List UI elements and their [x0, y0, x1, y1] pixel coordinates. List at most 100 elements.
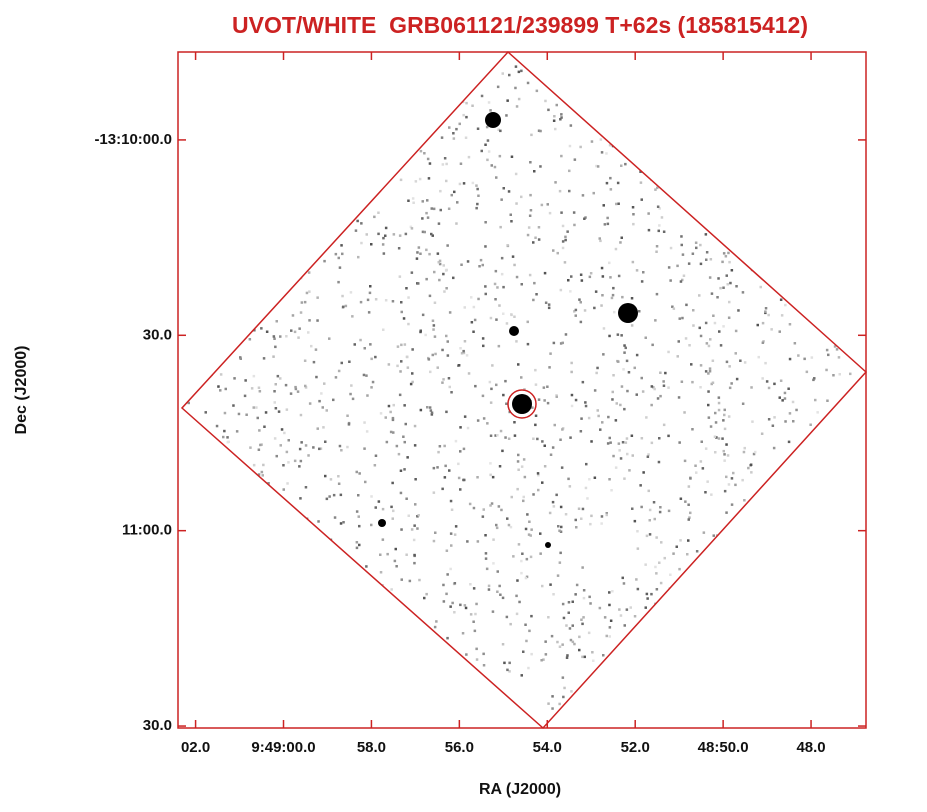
noise-pixel — [741, 291, 745, 294]
noise-pixel — [805, 110, 808, 113]
noise-pixel — [633, 649, 637, 652]
noise-pixel — [667, 434, 670, 438]
noise-pixel — [445, 334, 448, 338]
noise-pixel — [830, 710, 833, 714]
noise-pixel — [301, 559, 305, 562]
noise-pixel — [467, 372, 471, 375]
noise-pixel — [599, 138, 603, 141]
noise-pixel — [267, 482, 270, 485]
noise-pixel — [793, 342, 797, 345]
noise-pixel — [469, 613, 473, 616]
noise-pixel — [813, 377, 816, 380]
noise-pixel — [582, 589, 586, 592]
noise-pixel — [757, 355, 760, 359]
noise-pixel — [403, 404, 406, 407]
noise-pixel — [805, 238, 808, 241]
noise-pixel — [848, 127, 852, 131]
noise-pixel — [340, 361, 343, 365]
noise-pixel — [392, 233, 396, 236]
noise-pixel — [709, 425, 713, 428]
noise-pixel — [274, 345, 277, 349]
noise-pixel — [391, 517, 394, 520]
noise-pixel — [537, 488, 540, 492]
noise-pixel — [788, 323, 792, 326]
noise-pixel — [223, 429, 226, 433]
noise-pixel — [659, 95, 663, 98]
noise-pixel — [778, 330, 781, 333]
noise-pixel — [544, 640, 547, 643]
noise-pixel — [687, 485, 691, 488]
noise-pixel — [849, 511, 852, 514]
noise-pixel — [445, 287, 448, 290]
noise-pixel — [273, 390, 276, 393]
noise-pixel — [204, 411, 207, 414]
noise-pixel — [592, 701, 596, 705]
noise-pixel — [250, 521, 254, 525]
noise-pixel — [259, 443, 262, 447]
noise-pixel — [349, 291, 353, 294]
noise-pixel — [213, 611, 217, 615]
noise-pixel — [433, 301, 437, 304]
noise-pixel — [610, 655, 613, 659]
noise-pixel — [272, 669, 276, 672]
noise-pixel — [614, 247, 618, 251]
noise-pixel — [544, 301, 548, 304]
noise-pixel — [390, 680, 394, 683]
noise-pixel — [445, 410, 448, 414]
noise-pixel — [787, 516, 790, 519]
noise-pixel — [365, 374, 368, 377]
noise-pixel — [398, 275, 402, 278]
noise-pixel — [449, 605, 452, 608]
noise-pixel — [651, 343, 654, 347]
noise-pixel — [503, 661, 506, 665]
noise-pixel — [347, 423, 351, 426]
noise-pixel — [427, 705, 430, 708]
noise-pixel — [598, 89, 602, 92]
noise-pixel — [716, 550, 720, 553]
noise-pixel — [743, 499, 746, 502]
noise-pixel — [510, 313, 513, 317]
noise-pixel — [663, 621, 666, 624]
noise-pixel — [645, 721, 649, 725]
noise-pixel — [189, 227, 192, 231]
noise-pixel — [768, 622, 771, 625]
noise-pixel — [606, 216, 609, 220]
noise-pixel — [202, 59, 206, 63]
noise-pixel — [364, 169, 367, 172]
noise-pixel — [688, 516, 691, 519]
noise-pixel — [750, 114, 753, 118]
noise-pixel — [608, 334, 611, 338]
noise-pixel — [251, 685, 254, 688]
noise-pixel — [676, 264, 679, 268]
noise-pixel — [227, 223, 230, 227]
noise-pixel — [672, 92, 675, 96]
noise-pixel — [377, 500, 381, 503]
noise-pixel — [621, 711, 624, 714]
noise-pixel — [809, 107, 813, 111]
noise-pixel — [274, 161, 277, 164]
noise-pixel — [425, 248, 428, 252]
noise-pixel — [466, 540, 469, 543]
noise-pixel — [601, 294, 604, 297]
noise-pixel — [235, 280, 238, 284]
noise-pixel — [535, 293, 538, 296]
noise-pixel — [504, 379, 507, 383]
noise-pixel — [757, 685, 760, 689]
noise-pixel — [411, 348, 414, 351]
noise-pixel — [384, 299, 388, 302]
noise-pixel — [287, 439, 290, 442]
noise-pixel — [828, 563, 831, 566]
noise-pixel — [695, 136, 698, 139]
noise-pixel — [363, 706, 366, 709]
noise-pixel — [784, 197, 788, 201]
noise-pixel — [302, 134, 305, 138]
noise-pixel — [274, 407, 278, 410]
noise-pixel — [729, 281, 732, 285]
noise-pixel — [645, 592, 649, 596]
noise-pixel — [452, 137, 456, 140]
noise-pixel — [736, 154, 739, 157]
noise-pixel — [348, 91, 351, 94]
noise-pixel — [245, 229, 248, 233]
noise-pixel — [460, 352, 464, 355]
noise-pixel — [654, 188, 657, 191]
